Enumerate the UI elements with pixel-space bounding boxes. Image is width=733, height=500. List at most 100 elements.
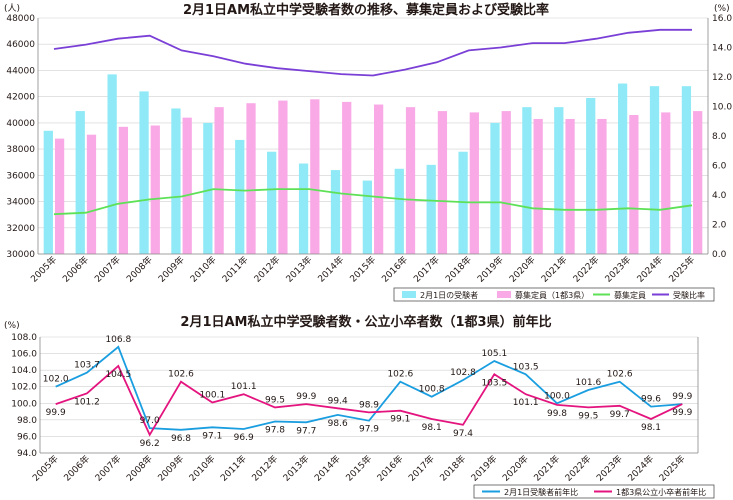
chart1-x-tick-label: 2014年 — [315, 254, 346, 285]
chart2-x-tick-label: 2024年 — [625, 453, 656, 484]
line-ratio — [53, 28, 692, 77]
chart2-x-tick-label: 2019年 — [468, 453, 499, 484]
data-label-graduate-yoy: 104.5 — [105, 370, 131, 380]
chart2-gridlines — [40, 336, 698, 454]
chart1-x-tick-label: 2012年 — [251, 254, 282, 285]
chart1-x-tick-label: 2015年 — [347, 254, 378, 285]
legend-label-ratio: 受験比率 — [673, 290, 705, 300]
data-label-graduate-yoy: 99.1 — [390, 415, 410, 425]
data-label-graduate-yoy: 99.9 — [672, 408, 692, 418]
bar-examinees — [522, 107, 532, 255]
chart2-x-tick-label: 2013年 — [280, 453, 311, 484]
chart1-x-tick-label: 2009年 — [156, 254, 187, 285]
chart2-x-tick-label: 2025年 — [656, 453, 687, 484]
chart1-x-tick-label: 2021年 — [539, 254, 570, 285]
data-label-graduate-yoy: 99.7 — [610, 410, 630, 420]
chart2-legend: 2月1日受験者前年比 1都3県公立小卒者前年比 — [473, 484, 715, 499]
data-label-graduate-yoy: 99.4 — [328, 396, 348, 406]
data-label-examinee-yoy: 98.6 — [328, 419, 348, 429]
bar-examinees — [235, 139, 245, 254]
bar-capacity-region — [310, 99, 320, 255]
chart1-x-tick-label: 2017年 — [411, 254, 442, 285]
chart1-left-tick-label: 42000 — [6, 93, 35, 103]
chart1-right-tick-label: 4.0 — [712, 191, 727, 201]
data-label-graduate-yoy: 96.2 — [140, 439, 160, 449]
chart1-x-tick-label: 2011年 — [219, 254, 250, 285]
chart2-x-tick-label: 2012年 — [249, 453, 280, 484]
chart2-x-tick-label: 2020年 — [500, 453, 531, 484]
chart1-left-tick-label: 36000 — [6, 171, 35, 181]
chart1-left-tick-label: 44000 — [6, 66, 35, 76]
data-label-examinee-yoy: 106.8 — [105, 335, 131, 345]
chart2-x-tick-label: 2018年 — [437, 453, 468, 484]
chart1-left-unit: (人) — [4, 3, 20, 14]
legend-swatch-capacity-region — [497, 291, 511, 298]
data-label-graduate-yoy: 101.1 — [231, 382, 257, 392]
data-label-graduate-yoy: 98.1 — [641, 423, 661, 433]
data-label-examinee-yoy: 105.1 — [481, 349, 507, 359]
chart1-x-tick-label: 2025年 — [666, 254, 697, 285]
data-label-examinee-yoy: 100.8 — [419, 385, 445, 395]
bar-examinees — [490, 122, 500, 254]
legend-label-examinees: 2月1日の受験者 — [420, 290, 478, 300]
chart2-y-tick-label: 106.0 — [11, 350, 37, 360]
bar-examinees — [681, 86, 692, 254]
chart1-left-tick-label: 32000 — [6, 224, 35, 234]
chart2-data-labels: 102.0 99.9 103.7 101.2 106.8 104.5 97.0 96.2 96.… — [43, 335, 693, 449]
bar-capacity-region — [533, 118, 543, 254]
chart2-x-tick-label: 2015年 — [343, 453, 374, 484]
data-label-examinee-yoy: 99.6 — [641, 395, 661, 405]
bar-examinees — [394, 168, 404, 254]
bar-capacity-region — [86, 134, 97, 254]
bar-examinees — [139, 91, 149, 254]
data-label-graduate-yoy: 99.5 — [265, 395, 285, 405]
chart2-y-tick-label: 98.0 — [17, 416, 37, 426]
legend-swatch-examinees — [402, 291, 416, 298]
chart2-left-unit: (%) — [4, 321, 20, 331]
bar-examinees — [43, 130, 53, 254]
data-label-examinee-yoy: 100.0 — [544, 391, 570, 401]
data-label-examinee-yoy: 101.6 — [575, 378, 601, 388]
data-label-examinee-yoy: 99.9 — [672, 392, 692, 402]
chart2-y-tick-label: 94.0 — [17, 449, 37, 459]
legend-label-examinee-yoy: 2月1日受験者前年比 — [504, 487, 578, 497]
bar-examinees — [426, 164, 436, 254]
data-label-graduate-yoy: 103.5 — [481, 378, 507, 388]
chart1-left-tick-label: 48000 — [6, 14, 35, 24]
chart1-left-tick-label: 40000 — [6, 119, 35, 129]
chart2-x-tick-label: 2008年 — [124, 453, 155, 484]
data-label-examinee-yoy: 96.9 — [234, 433, 254, 443]
chart1-right-tick-label: 12.0 — [712, 73, 732, 83]
data-label-graduate-yoy: 100.1 — [199, 390, 225, 400]
bar-capacity-region — [661, 112, 671, 255]
data-label-graduate-yoy: 99.9 — [46, 408, 66, 418]
chart1-right-tick-label: 14.0 — [712, 44, 732, 54]
chart1-right-tick-label: 6.0 — [712, 162, 727, 172]
bar-capacity-region — [278, 100, 288, 254]
bar-capacity-region — [118, 126, 129, 254]
data-label-examinee-yoy: 97.0 — [140, 416, 160, 426]
bar-examinees — [171, 108, 181, 254]
bar-capacity-region — [597, 118, 607, 254]
bar-capacity-region — [54, 138, 65, 254]
data-label-graduate-yoy: 98.1 — [422, 423, 442, 433]
bar-examinees — [107, 74, 117, 254]
chart1-x-tick-label: 2024年 — [634, 254, 665, 285]
bar-examinees — [649, 86, 660, 254]
bar-capacity-region — [469, 112, 479, 255]
data-label-graduate-yoy: 101.2 — [74, 397, 100, 407]
bar-capacity-region — [342, 101, 352, 255]
chart2-x-tick-label: 2014年 — [312, 453, 343, 484]
chart1-title: 2月1日AM私立中学受験者数の推移、募集定員および受験比率 — [183, 2, 549, 18]
bar-capacity-region — [374, 104, 384, 255]
chart2-x-tick-label: 2016年 — [374, 453, 405, 484]
chart2-y-tick-label: 104.0 — [11, 366, 37, 376]
legend-label-graduate-yoy: 1都3県公立小卒者前年比 — [616, 487, 706, 497]
chart1-x-tick-label: 2019年 — [475, 254, 506, 285]
data-label-graduate-yoy: 102.6 — [168, 370, 194, 380]
data-label-graduate-yoy: 99.8 — [547, 409, 567, 419]
chart1-right-tick-label: 8.0 — [712, 132, 727, 142]
chart1-x-tick-label: 2020年 — [507, 254, 538, 285]
chart1-right-tick-label: 0.0 — [712, 250, 727, 260]
data-label-examinee-yoy: 102.6 — [387, 370, 413, 380]
